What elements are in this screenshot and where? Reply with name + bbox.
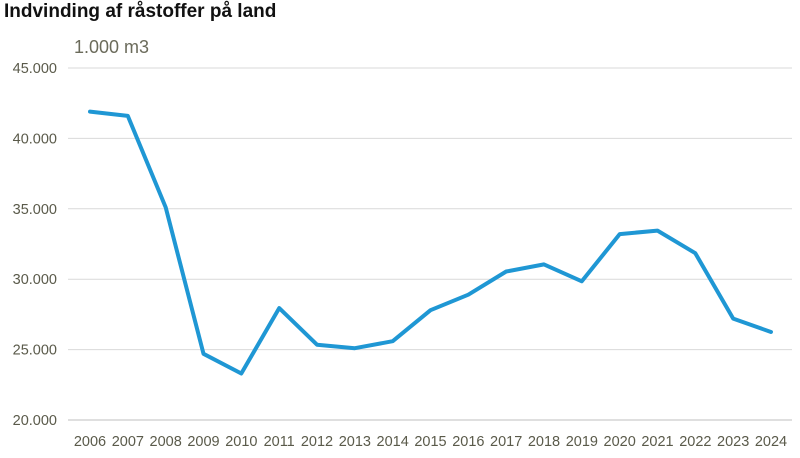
- x-tick-label: 2022: [679, 434, 711, 450]
- x-tick-label: 2007: [112, 434, 144, 450]
- x-tick-label: 2008: [150, 434, 182, 450]
- series-line-0: [88, 109, 773, 376]
- x-tick-label: 2023: [717, 434, 749, 450]
- unit-label: 1.000 m3: [74, 37, 149, 57]
- y-tick-label: 25.000: [13, 343, 57, 359]
- x-tick-label: 2006: [74, 434, 106, 450]
- chart-title: Indvinding af råstoffer på land: [4, 1, 277, 22]
- x-tick-label: 2016: [452, 434, 484, 450]
- x-tick-label: 2010: [225, 434, 257, 450]
- y-tick-label: 45.000: [13, 61, 57, 77]
- x-axis-ticks: 2006 2007 2008 2009 2010 2011 2012 2013 2014 2015…: [74, 434, 787, 450]
- y-tick-label: 20.000: [13, 413, 57, 429]
- series-layer: [88, 109, 773, 376]
- x-tick-label: 2018: [528, 434, 560, 450]
- x-tick-label: 2012: [301, 434, 333, 450]
- y-tick-label: 35.000: [13, 202, 57, 218]
- x-tick-label: 2011: [264, 434, 295, 450]
- x-tick-label: 2015: [414, 434, 446, 450]
- x-tick-label: 2013: [339, 434, 371, 450]
- x-tick-label: 2014: [377, 434, 409, 450]
- x-tick-label: 2024: [755, 434, 787, 450]
- x-tick-label: 2009: [187, 434, 219, 450]
- x-tick-label: 2021: [641, 434, 673, 450]
- gridlines: [68, 67, 792, 421]
- x-tick-label: 2019: [566, 434, 598, 450]
- y-tick-label: 40.000: [13, 131, 57, 147]
- x-tick-label: 2020: [604, 434, 636, 450]
- x-tick-label: 2017: [490, 434, 522, 450]
- y-tick-label: 30.000: [13, 272, 57, 288]
- y-axis-ticks: 20.000 25.000 30.000 35.000 40.000 45.000: [13, 61, 57, 429]
